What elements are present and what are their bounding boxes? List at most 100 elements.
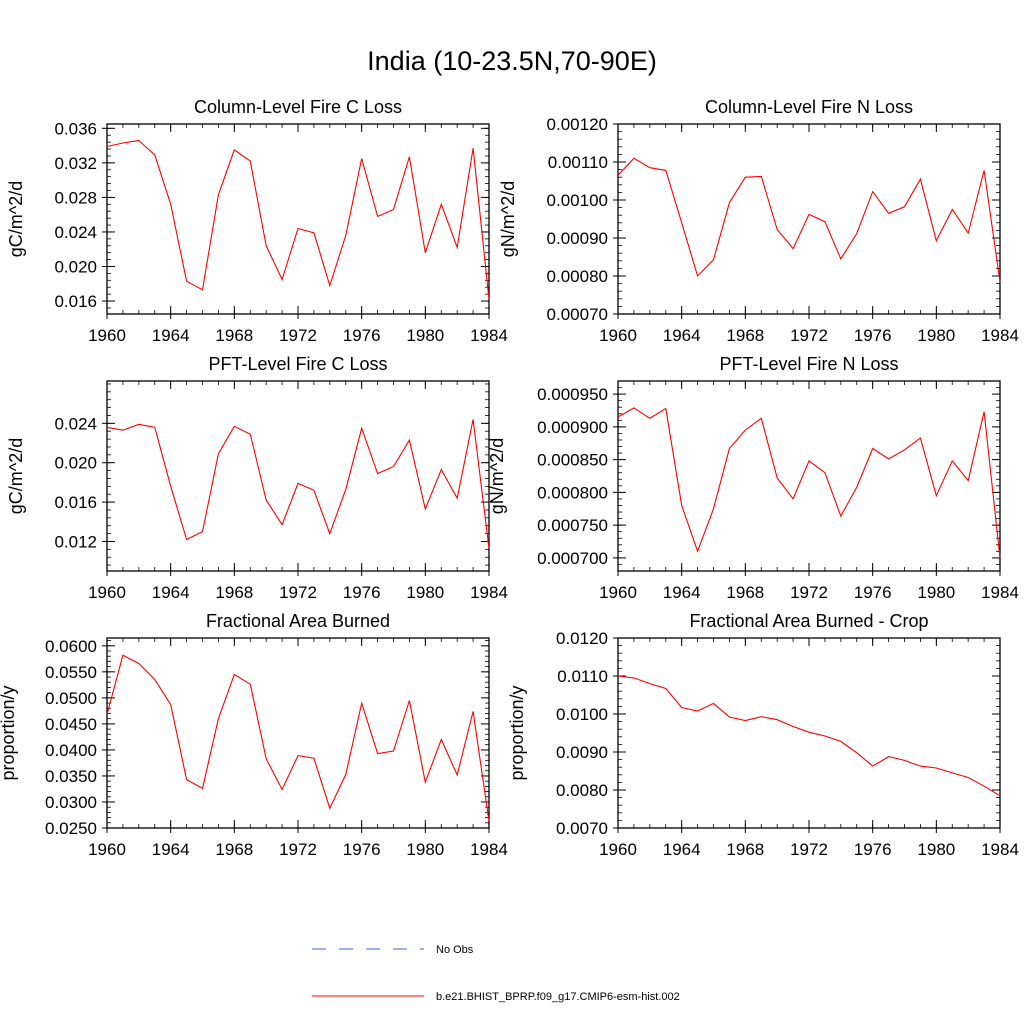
x-tick-label: 1964 — [152, 326, 190, 345]
x-tick-label: 1964 — [663, 583, 701, 602]
x-tick-label: 1980 — [917, 326, 955, 345]
y-tick-label: 0.000700 — [537, 549, 608, 568]
plot-frame — [617, 637, 1001, 829]
x-tick-label: 1972 — [279, 840, 317, 859]
x-tick-label: 1968 — [215, 840, 253, 859]
x-tick-label: 1980 — [406, 326, 444, 345]
y-tick-label: 0.0070 — [556, 819, 608, 838]
page-title: India (10-23.5N,70-90E) — [367, 46, 657, 76]
x-tick-label: 1972 — [279, 326, 317, 345]
y-axis-label: gC/m^2/d — [6, 181, 26, 257]
y-axis-label: gC/m^2/d — [6, 438, 26, 514]
x-tick-label: 1980 — [917, 583, 955, 602]
y-tick-label: 0.0550 — [45, 663, 97, 682]
y-tick-label: 0.00080 — [547, 267, 608, 286]
y-tick-label: 0.024 — [54, 414, 97, 433]
x-tick-label: 1980 — [406, 583, 444, 602]
x-tick-label: 1968 — [215, 326, 253, 345]
x-tick-label: 1960 — [599, 326, 637, 345]
chart-panel-3: 1960 1964 1968 1972 1976 1980 1984 0.012 0.016 0.… — [6, 354, 508, 602]
y-axis-label: proportion/y — [507, 685, 527, 780]
panel-title: Column-Level Fire N Loss — [705, 97, 913, 117]
x-tick-label: 1980 — [406, 840, 444, 859]
x-tick-label: 1976 — [854, 583, 892, 602]
y-tick-label: 0.000800 — [537, 483, 608, 502]
x-tick-label: 1960 — [599, 583, 637, 602]
y-tick-label: 0.0250 — [45, 819, 97, 838]
legend-label: No Obs — [436, 944, 474, 956]
x-tick-label: 1968 — [726, 583, 764, 602]
y-tick-label: 0.028 — [54, 188, 97, 207]
x-tick-label: 1972 — [279, 583, 317, 602]
x-tick-label: 1976 — [343, 840, 381, 859]
legend-label: b.e21.BHIST_BPRP.f09_g17.CMIP6-esm-hist.… — [436, 991, 680, 1003]
plot-frame — [106, 380, 490, 572]
plot-frame — [106, 637, 490, 829]
chart-panel-6: 1960 1964 1968 1972 1976 1980 1984 0.0070 0.0080… — [507, 611, 1019, 859]
y-tick-label: 0.000850 — [537, 451, 608, 470]
legend: No Obs b.e21.BHIST_BPRP.f09_g17.CMIP6-esm… — [312, 944, 680, 1003]
plot-frame — [617, 123, 1001, 315]
x-tick-label: 1964 — [663, 840, 701, 859]
x-tick-label: 1968 — [726, 326, 764, 345]
x-tick-label: 1984 — [981, 326, 1019, 345]
y-tick-label: 0.0350 — [45, 767, 97, 786]
y-tick-label: 0.036 — [54, 119, 97, 138]
series-line — [617, 675, 1001, 797]
chart-panel-4: 1960 1964 1968 1972 1976 1980 1984 0.000700 0.00… — [487, 354, 1019, 602]
y-axis-label: gN/m^2/d — [487, 438, 507, 514]
series-line — [106, 419, 490, 549]
y-tick-label: 0.020 — [54, 258, 97, 277]
panel-title: Column-Level Fire C Loss — [194, 97, 402, 117]
x-tick-label: 1984 — [981, 840, 1019, 859]
x-tick-label: 1968 — [726, 840, 764, 859]
y-tick-label: 0.0450 — [45, 715, 97, 734]
x-tick-label: 1964 — [663, 326, 701, 345]
x-tick-label: 1976 — [854, 840, 892, 859]
y-tick-label: 0.0500 — [45, 689, 97, 708]
x-tick-label: 1972 — [790, 840, 828, 859]
series-line — [617, 157, 1001, 282]
panel-title: PFT-Level Fire C Loss — [208, 354, 387, 374]
y-tick-label: 0.024 — [54, 223, 97, 242]
x-tick-label: 1964 — [152, 840, 190, 859]
x-tick-label: 1984 — [470, 840, 508, 859]
x-tick-label: 1976 — [854, 326, 892, 345]
y-tick-label: 0.0080 — [556, 781, 608, 800]
y-tick-label: 0.000750 — [537, 516, 608, 535]
y-tick-label: 0.000950 — [537, 385, 608, 404]
x-tick-label: 1980 — [917, 840, 955, 859]
x-tick-label: 1972 — [790, 583, 828, 602]
y-tick-label: 0.016 — [54, 493, 97, 512]
x-tick-label: 1984 — [981, 583, 1019, 602]
x-tick-label: 1984 — [470, 583, 508, 602]
chart-panel-1: 1960 1964 1968 1972 1976 1980 1984 0.016 0.020 0.… — [6, 97, 508, 345]
x-tick-label: 1960 — [88, 326, 126, 345]
series-line — [617, 407, 1001, 558]
y-axis-label: proportion/y — [0, 685, 18, 780]
y-tick-label: 0.032 — [54, 154, 97, 173]
x-tick-label: 1960 — [88, 583, 126, 602]
y-tick-label: 0.0110 — [557, 667, 608, 686]
y-tick-label: 0.00070 — [547, 305, 608, 324]
y-tick-label: 0.0100 — [556, 705, 608, 724]
panel-title: Fractional Area Burned - Crop — [689, 611, 928, 631]
panel-title: Fractional Area Burned — [206, 611, 390, 631]
plot-frame — [106, 123, 490, 315]
y-tick-label: 0.00100 — [547, 191, 608, 210]
y-tick-label: 0.0120 — [556, 629, 608, 648]
y-axis-label: gN/m^2/d — [498, 181, 518, 257]
series-line — [106, 654, 490, 822]
x-tick-label: 1964 — [152, 583, 190, 602]
y-tick-label: 0.00090 — [547, 229, 608, 248]
x-tick-label: 1968 — [215, 583, 253, 602]
y-tick-label: 0.000900 — [537, 418, 608, 437]
y-tick-label: 0.012 — [54, 532, 97, 551]
y-tick-label: 0.0090 — [556, 743, 608, 762]
y-tick-label: 0.0600 — [45, 637, 97, 656]
y-tick-label: 0.0400 — [45, 741, 97, 760]
x-tick-label: 1976 — [343, 583, 381, 602]
x-tick-label: 1984 — [470, 326, 508, 345]
x-tick-label: 1972 — [790, 326, 828, 345]
